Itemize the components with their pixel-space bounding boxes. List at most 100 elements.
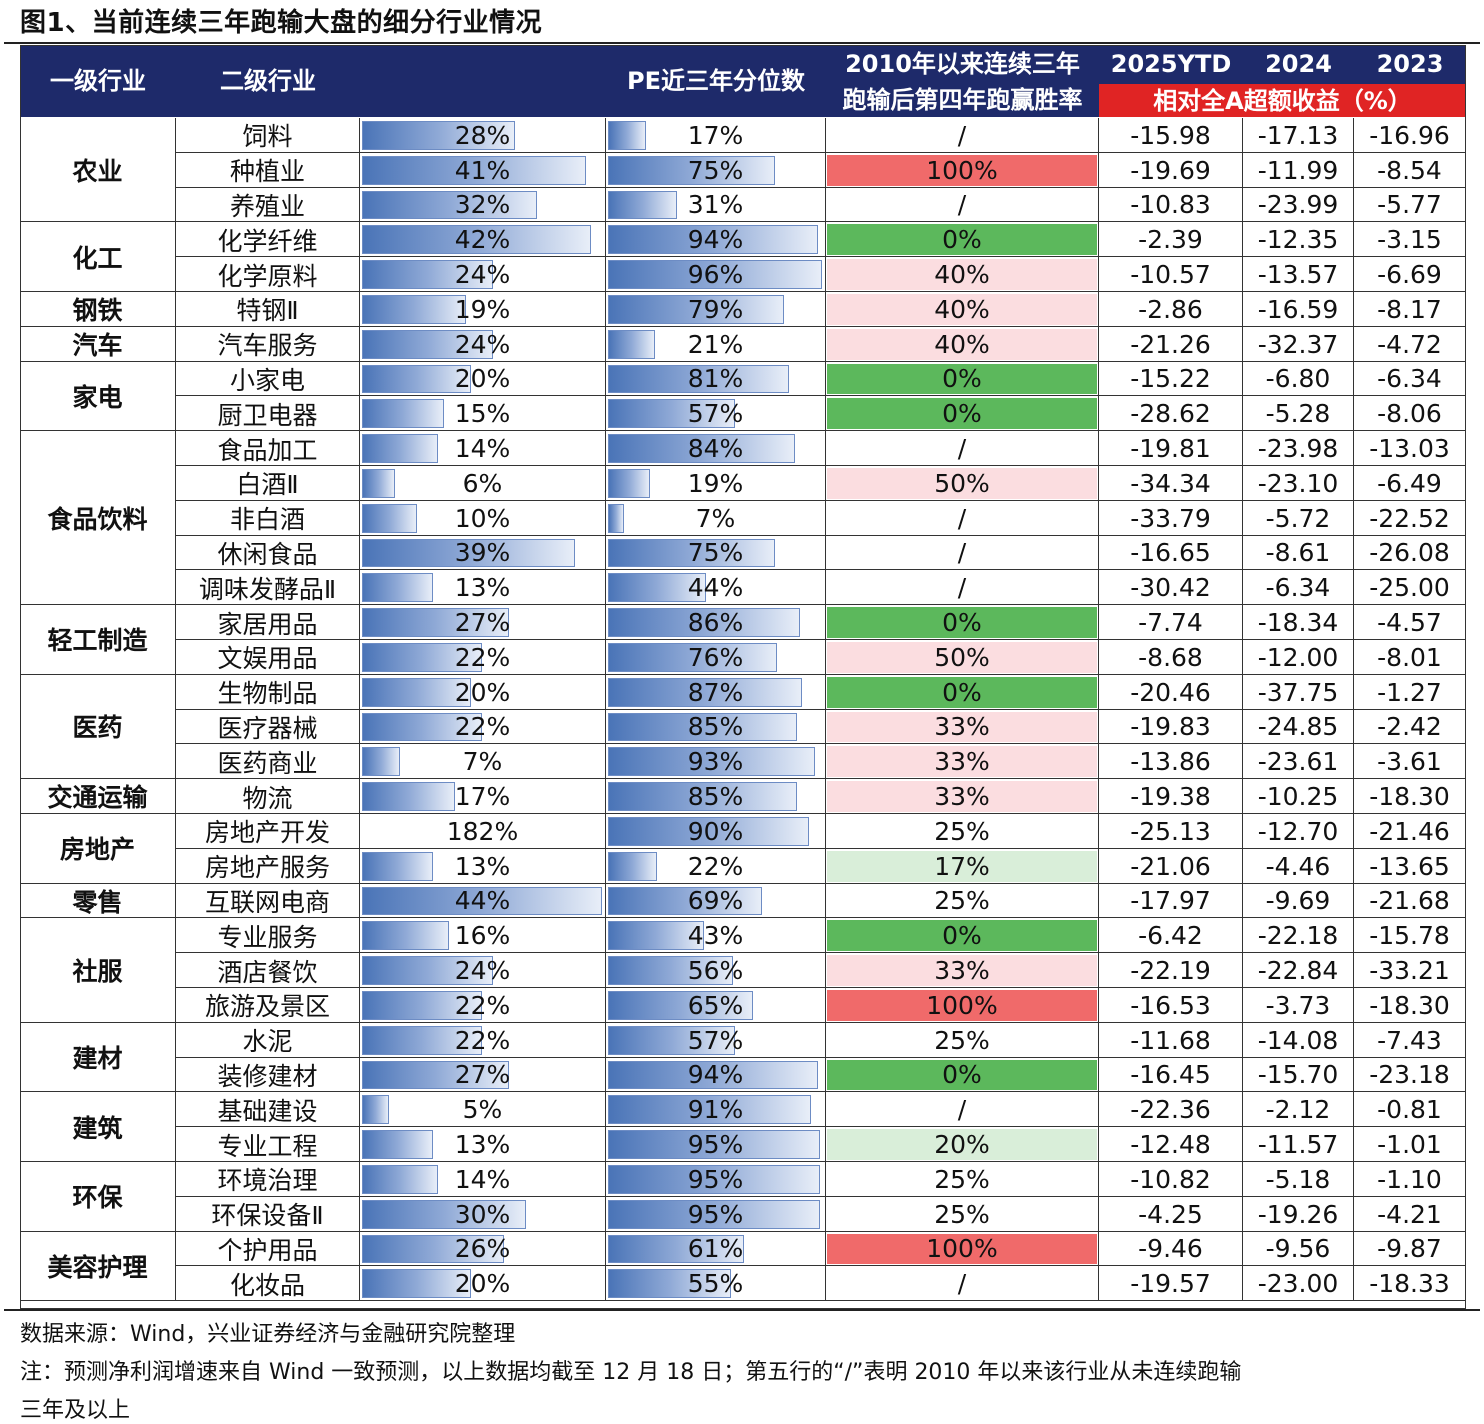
win-rate-cell: 20% — [826, 1127, 1099, 1162]
bar-metric-cell: 24% — [360, 953, 606, 988]
l2-industry-cell: 房地产开发 — [176, 814, 360, 849]
excess-2024-cell: -5.72 — [1243, 500, 1354, 536]
table-row: 文娱用品 22% 76% 50% -8.68 -12.00 -8.01 — [20, 640, 1466, 675]
row-divider — [176, 1126, 1466, 1128]
win-rate-value: 25% — [934, 886, 990, 916]
excess-2025ytd-cell: -2.86 — [1099, 292, 1243, 327]
row-divider — [176, 986, 1466, 988]
excess-2023-cell: -5.77 — [1354, 187, 1466, 223]
metric-bar — [362, 503, 417, 533]
pe-value: 87% — [687, 677, 744, 707]
pe-percentile-cell: 55% — [606, 1266, 826, 1302]
l2-industry-cell: 白酒Ⅱ — [176, 466, 360, 501]
l1-industry-cell: 汽车 — [20, 326, 176, 362]
pe-bar — [608, 503, 624, 533]
l2-industry-cell: 专业工程 — [176, 1127, 360, 1162]
metric-value: 20% — [454, 364, 511, 394]
excess-2024-cell: -23.00 — [1243, 1266, 1354, 1302]
excess-2023-cell: -8.54 — [1354, 152, 1466, 188]
win-rate-highlight — [827, 955, 1097, 986]
pe-percentile-cell: 79% — [606, 292, 826, 327]
win-rate-cell: 0% — [826, 361, 1099, 397]
win-rate-cell: 0% — [826, 674, 1099, 710]
pe-bar — [608, 260, 822, 289]
pe-value: 57% — [687, 399, 744, 429]
row-divider — [176, 673, 1466, 675]
bar-metric-cell: 32% — [360, 187, 606, 223]
metric-bar — [362, 1130, 433, 1159]
l2-industry-cell: 环保设备Ⅱ — [176, 1196, 360, 1232]
excess-2023-cell: -9.87 — [1354, 1231, 1466, 1267]
metric-bar — [362, 1199, 526, 1229]
l2-industry-cell: 家居用品 — [176, 605, 360, 640]
pe-bar — [608, 121, 646, 150]
metric-bar — [362, 643, 482, 672]
header-l1: 一级行业 — [50, 67, 146, 95]
excess-2025ytd-cell: -30.42 — [1099, 570, 1243, 606]
win-rate-value: 0% — [942, 225, 982, 255]
pe-bar — [608, 225, 818, 255]
pe-bar — [608, 782, 798, 811]
win-rate-value: 25% — [934, 1164, 990, 1194]
metric-value: 22% — [454, 712, 511, 742]
excess-2023-cell: -6.49 — [1354, 466, 1466, 501]
bar-metric-cell: 5% — [360, 1092, 606, 1128]
pe-percentile-cell: 93% — [606, 744, 826, 780]
pe-value: 81% — [687, 364, 744, 394]
pe-percentile-cell: 65% — [606, 988, 826, 1023]
l2-industry-cell: 医药商业 — [176, 744, 360, 780]
pe-value: 44% — [687, 573, 744, 603]
bar-metric-cell: 24% — [360, 326, 606, 362]
l2-industry-cell: 化妆品 — [176, 1266, 360, 1302]
row-divider — [176, 256, 1466, 258]
l2-industry-cell: 文娱用品 — [176, 640, 360, 675]
pe-value: 76% — [687, 642, 744, 672]
excess-2025ytd-cell: -19.83 — [1099, 709, 1243, 745]
l2-industry-cell: 专业服务 — [176, 918, 360, 954]
pe-bar — [608, 886, 762, 916]
excess-2024-cell: -37.75 — [1243, 674, 1354, 710]
excess-2023-cell: -8.01 — [1354, 640, 1466, 675]
excess-2023-cell: -18.30 — [1354, 779, 1466, 814]
l2-industry-cell: 酒店餐饮 — [176, 953, 360, 988]
l1-industry-cell: 房地产 — [20, 814, 176, 884]
metric-bar — [362, 886, 602, 916]
metric-value: 24% — [454, 956, 511, 986]
header-excess: 相对全A超额收益（%） — [1153, 86, 1412, 115]
win-rate-value: 0% — [942, 364, 982, 394]
l2-industry-cell: 环境治理 — [176, 1162, 360, 1197]
win-rate-cell: 50% — [826, 640, 1099, 675]
l1-industry-cell: 钢铁 — [20, 292, 176, 327]
bar-metric-cell: 15% — [360, 396, 606, 432]
table-row: 厨卫电器 15% 57% 0% -28.62 -5.28 -8.06 — [20, 396, 1466, 432]
metric-value: 22% — [454, 1025, 511, 1055]
pe-bar — [608, 921, 704, 951]
pe-value: 21% — [687, 329, 744, 359]
l2-industry-cell: 个护用品 — [176, 1231, 360, 1267]
excess-2024-cell: -6.80 — [1243, 361, 1354, 397]
row-divider — [176, 290, 1466, 292]
row-divider — [176, 221, 1466, 223]
l1-industry-cell: 化工 — [20, 222, 176, 292]
metric-bar — [362, 1269, 472, 1299]
bar-metric-cell: 22% — [360, 1022, 606, 1058]
excess-2025ytd-cell: -9.46 — [1099, 1231, 1243, 1267]
win-rate-highlight — [827, 816, 1097, 847]
pe-value: 65% — [687, 990, 744, 1020]
metric-value: 16% — [454, 921, 511, 951]
row-divider — [176, 882, 1466, 884]
l1-industry-cell: 食品饮料 — [20, 431, 176, 606]
metric-bar — [362, 747, 401, 777]
win-rate-highlight — [827, 328, 1097, 360]
excess-2025ytd-cell: -19.69 — [1099, 152, 1243, 188]
metric-value: 41% — [454, 155, 511, 185]
pe-percentile-cell: 76% — [606, 640, 826, 675]
pe-bar — [608, 364, 789, 394]
row-divider — [176, 395, 1466, 397]
excess-2025ytd-cell: -20.46 — [1099, 674, 1243, 710]
win-rate-value: 50% — [934, 468, 990, 498]
metric-bar — [362, 295, 466, 324]
pe-bar — [608, 1060, 818, 1090]
pe-bar — [608, 1269, 731, 1299]
row-divider — [176, 1265, 1466, 1267]
